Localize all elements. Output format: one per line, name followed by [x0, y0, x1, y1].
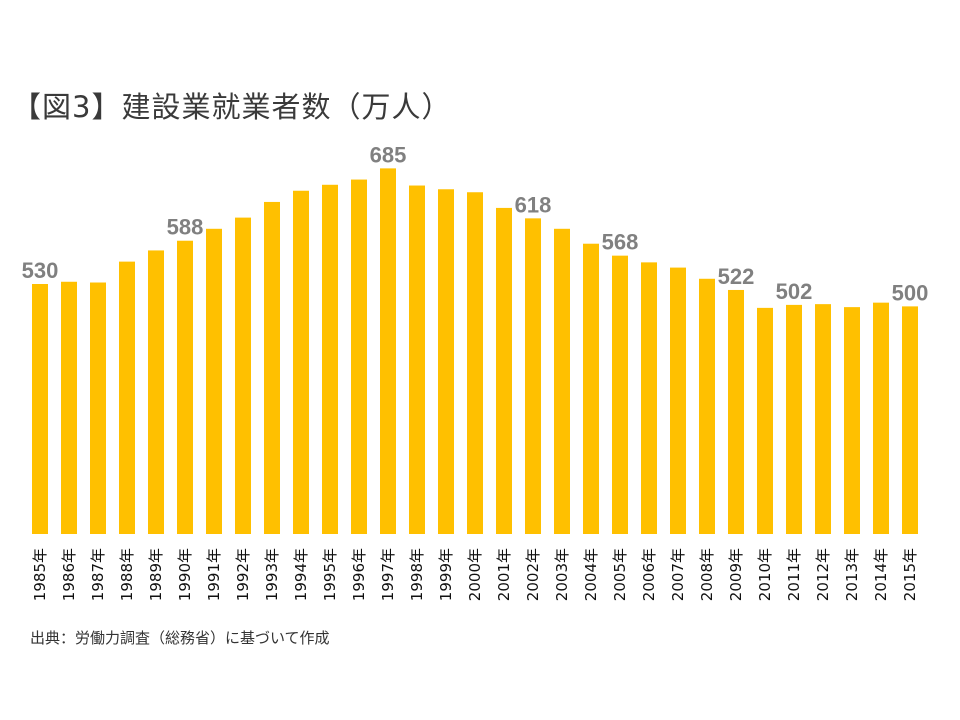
x-tick-label: 2008年 [698, 548, 716, 601]
x-tick-label: 2002年 [524, 548, 542, 601]
bar-1988年 [119, 261, 135, 534]
bar-2009年 [728, 289, 744, 534]
bar-1994年 [293, 190, 309, 534]
x-tick-label: 1995年 [321, 548, 339, 601]
data-label: 618 [515, 192, 552, 217]
data-label: 588 [167, 215, 204, 240]
bar-2011年 [786, 304, 802, 534]
bar-2010年 [757, 307, 773, 534]
bar-2012年 [815, 304, 831, 534]
bar-1993年 [264, 201, 280, 534]
x-tick-label: 1989年 [147, 548, 165, 601]
x-tick-label: 2009年 [727, 548, 745, 601]
value-labels-group: 530 588 685 618 568 522 502 500 [22, 142, 929, 305]
bar-2002年 [525, 218, 541, 535]
chart-title: 【図3】建設業就業者数（万人） [12, 90, 452, 124]
x-tick-labels-group: 1985年 1986年 1987年 1988年 1989年 1990年 1991年 1992年… [31, 548, 919, 601]
bar-1992年 [235, 217, 251, 534]
bar-1997年 [380, 168, 396, 534]
x-tick-label: 1998年 [408, 548, 426, 601]
x-tick-label: 1993年 [263, 548, 281, 601]
x-tick-label: 2012年 [814, 548, 832, 601]
data-label: 568 [602, 230, 639, 255]
x-tick-label: 2004年 [582, 548, 600, 601]
bar-2007年 [670, 267, 686, 534]
bar-1999年 [438, 189, 454, 534]
x-tick-label: 1987年 [89, 548, 107, 601]
x-tick-label: 1994年 [292, 548, 310, 601]
bar-1986年 [61, 281, 77, 534]
x-tick-label: 1986年 [60, 548, 78, 601]
x-tick-label: 1988年 [118, 548, 136, 601]
bar-1998年 [409, 185, 425, 534]
bar-2013年 [844, 307, 860, 534]
data-label: 502 [776, 279, 813, 304]
x-tick-label: 2006年 [640, 548, 658, 601]
x-tick-label: 1997年 [379, 548, 397, 601]
bar-1996年 [351, 179, 367, 534]
data-label: 500 [892, 280, 929, 305]
x-tick-label: 2011年 [785, 548, 803, 601]
x-tick-label: 2015年 [901, 548, 919, 601]
bars-group [32, 168, 918, 535]
data-label: 530 [22, 258, 59, 283]
x-tick-label: 2013年 [843, 548, 861, 601]
bar-2006年 [641, 262, 657, 534]
bar-2003年 [554, 228, 570, 534]
x-tick-label: 2001年 [495, 548, 513, 601]
x-tick-label: 1999年 [437, 548, 455, 601]
x-tick-label: 1985年 [31, 548, 49, 601]
data-label: 685 [370, 142, 407, 167]
x-tick-label: 2005年 [611, 548, 629, 601]
x-tick-label: 1996年 [350, 548, 368, 601]
data-label: 522 [718, 264, 755, 289]
bar-1991年 [206, 228, 222, 534]
bar-1987年 [90, 282, 106, 534]
bar-2005年 [612, 255, 628, 535]
bar-2008年 [699, 278, 715, 534]
bar-1989年 [148, 250, 164, 534]
bar-2000年 [467, 192, 483, 534]
x-tick-label: 2000年 [466, 548, 484, 601]
x-tick-label: 2010年 [756, 548, 774, 601]
bar-1990年 [177, 240, 193, 534]
bar-2001年 [496, 207, 512, 534]
x-tick-label: 2014年 [872, 548, 890, 601]
bar-1995年 [322, 184, 338, 535]
x-tick-label: 2003年 [553, 548, 571, 601]
bar-2015年 [902, 306, 918, 534]
source-note: 出典：労働力調査（総務省）に基づいて作成 [30, 629, 330, 647]
bar-2004年 [583, 243, 599, 534]
x-tick-label: 2007年 [669, 548, 687, 601]
x-tick-label: 1992年 [234, 548, 252, 601]
bar-2014年 [873, 302, 889, 534]
x-tick-label: 1991年 [205, 548, 223, 601]
bar-1985年 [32, 284, 48, 534]
x-tick-label: 1990年 [176, 548, 194, 601]
